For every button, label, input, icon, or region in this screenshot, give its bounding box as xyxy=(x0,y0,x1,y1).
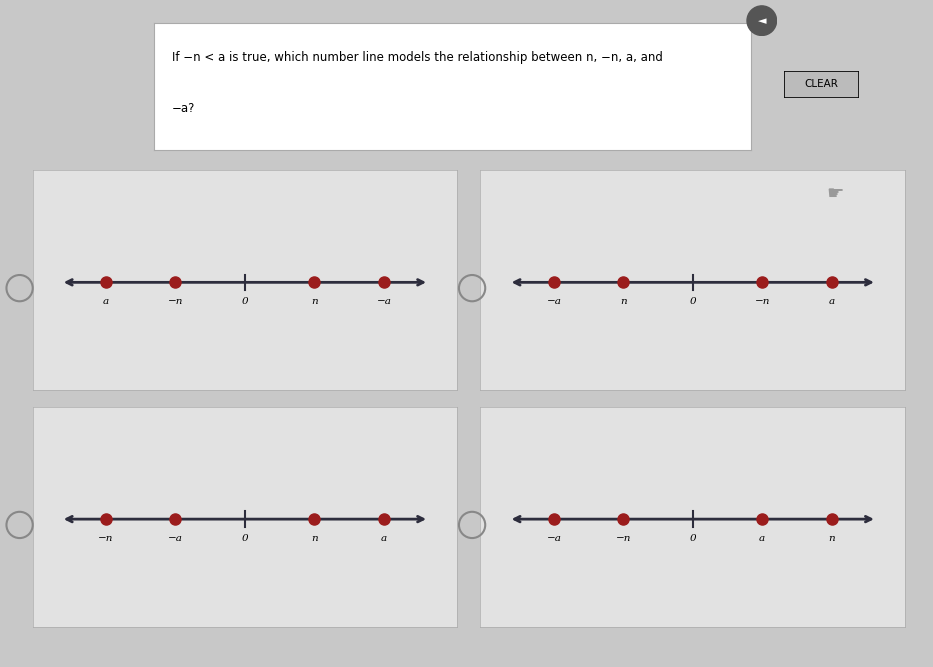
Text: −n: −n xyxy=(98,534,114,542)
Text: CLEAR: CLEAR xyxy=(804,79,838,89)
Text: a: a xyxy=(829,297,835,305)
Text: −a: −a xyxy=(547,534,562,542)
Text: 0: 0 xyxy=(689,534,696,542)
Text: n: n xyxy=(311,297,318,305)
Text: −n: −n xyxy=(168,297,183,305)
Text: 0: 0 xyxy=(242,297,248,305)
Text: −a: −a xyxy=(168,534,183,542)
Text: n: n xyxy=(311,534,318,542)
Text: −n: −n xyxy=(616,534,631,542)
Text: ◄: ◄ xyxy=(758,16,766,25)
Text: 0: 0 xyxy=(242,534,248,542)
Circle shape xyxy=(747,6,776,35)
Text: −a: −a xyxy=(547,297,562,305)
Text: n: n xyxy=(620,297,627,305)
Text: −a?: −a? xyxy=(172,102,195,115)
Text: −a: −a xyxy=(376,297,391,305)
Text: 0: 0 xyxy=(689,297,696,305)
Text: n: n xyxy=(829,534,835,542)
Text: a: a xyxy=(103,297,109,305)
Text: a: a xyxy=(759,534,765,542)
Text: a: a xyxy=(381,534,387,542)
Text: −n: −n xyxy=(755,297,770,305)
Text: ☛: ☛ xyxy=(827,184,843,203)
Text: If −n < a is true, which number line models the relationship between n, −n, a, a: If −n < a is true, which number line mod… xyxy=(172,51,662,64)
